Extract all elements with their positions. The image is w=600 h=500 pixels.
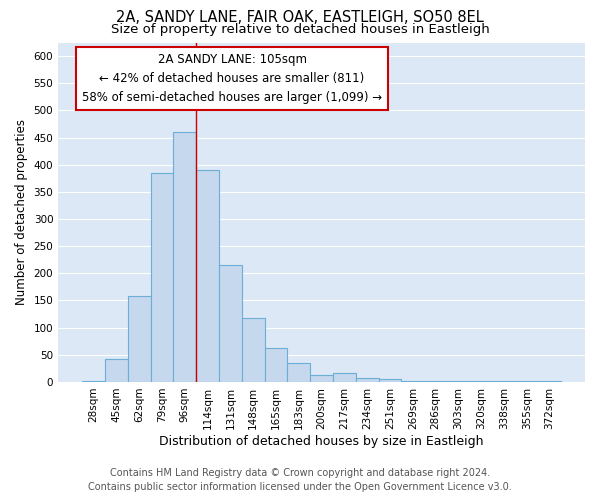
Bar (128, 296, 151, 382)
Bar (82, 381, 105, 382)
Text: Size of property relative to detached houses in Eastleigh: Size of property relative to detached ho… (110, 22, 490, 36)
Y-axis label: Number of detached properties: Number of detached properties (15, 119, 28, 305)
Bar (287, 363, 310, 382)
Bar (310, 375, 333, 382)
Bar (105, 359, 128, 382)
Bar (401, 381, 424, 382)
Bar (379, 379, 401, 382)
Bar (173, 132, 196, 382)
Bar (424, 381, 447, 382)
Bar (242, 318, 265, 382)
Bar (356, 378, 379, 382)
Bar (219, 265, 242, 382)
Bar (151, 173, 173, 382)
Bar (333, 372, 356, 382)
Bar (265, 348, 287, 382)
Bar (196, 170, 219, 382)
X-axis label: Distribution of detached houses by size in Eastleigh: Distribution of detached houses by size … (160, 434, 484, 448)
Bar (447, 381, 470, 382)
Text: 2A, SANDY LANE, FAIR OAK, EASTLEIGH, SO50 8EL: 2A, SANDY LANE, FAIR OAK, EASTLEIGH, SO5… (116, 10, 484, 25)
Text: 2A SANDY LANE: 105sqm
← 42% of detached houses are smaller (811)
58% of semi-det: 2A SANDY LANE: 105sqm ← 42% of detached … (82, 52, 382, 104)
Text: Contains HM Land Registry data © Crown copyright and database right 2024.
Contai: Contains HM Land Registry data © Crown c… (88, 468, 512, 492)
